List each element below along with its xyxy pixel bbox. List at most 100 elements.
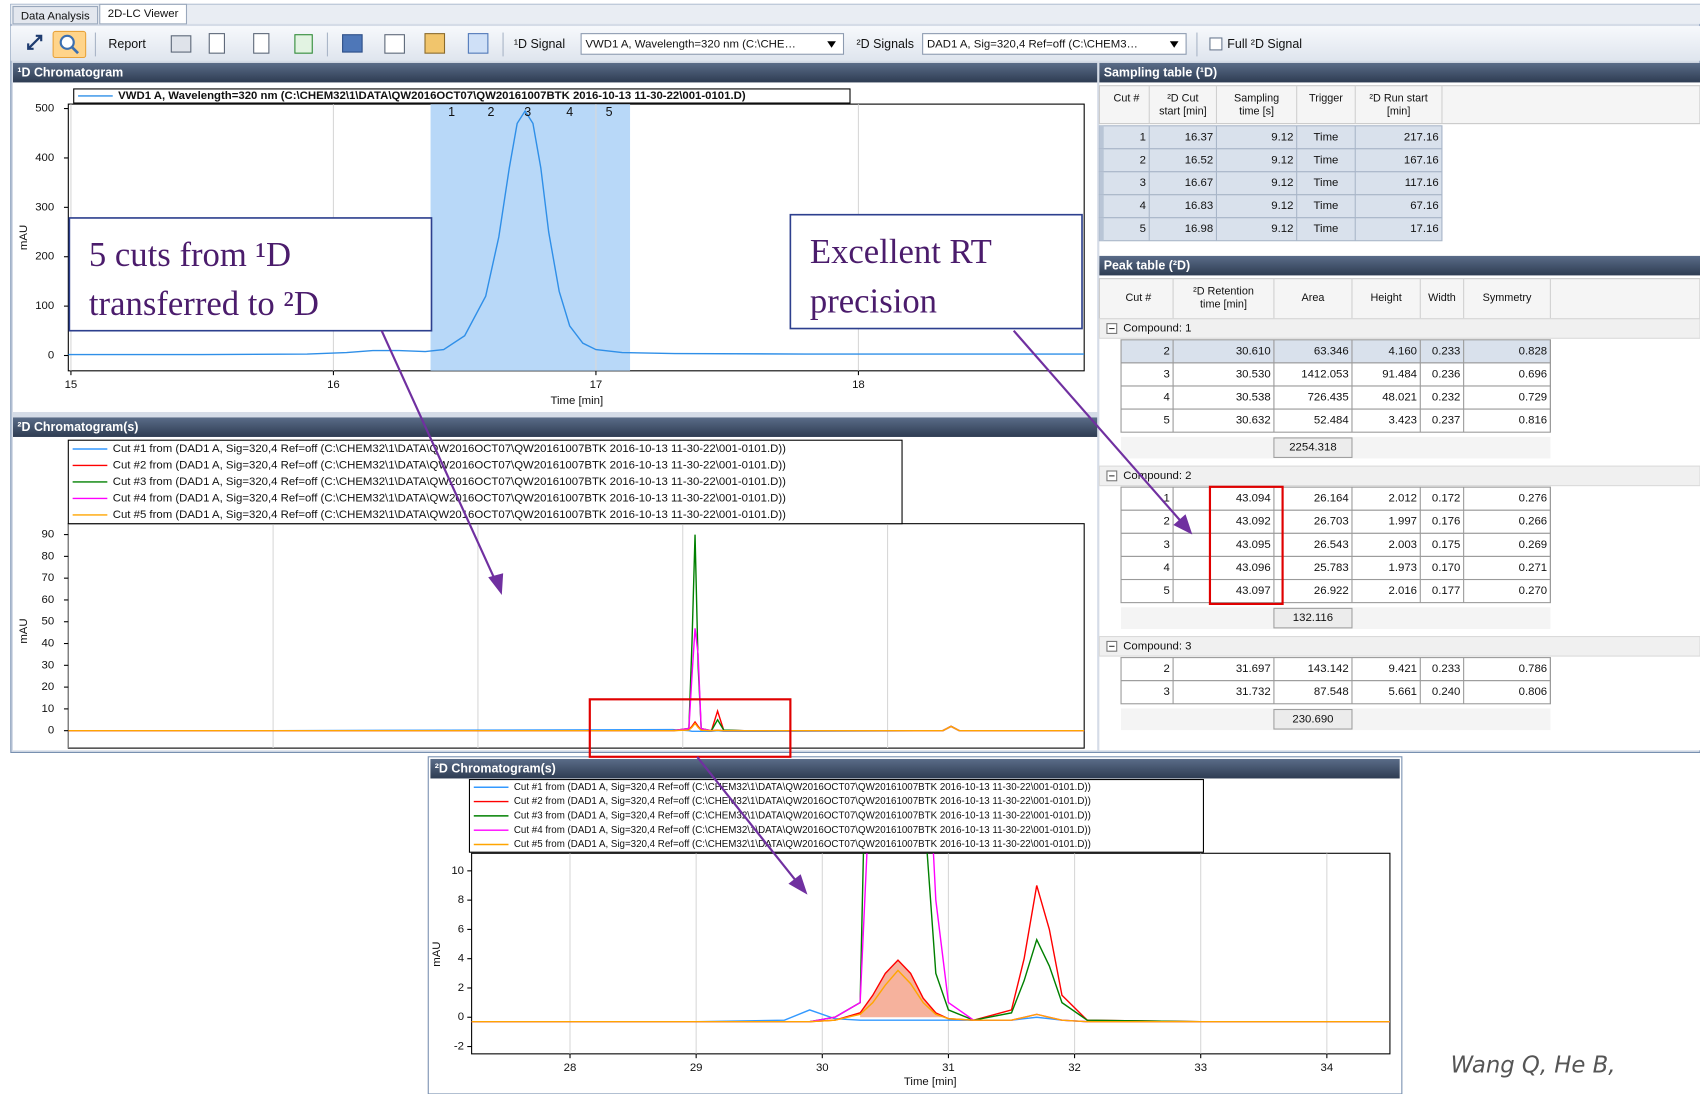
icon-table[interactable] <box>424 33 446 54</box>
y-tick-label: 60 <box>42 594 55 606</box>
table-cell: 16.98 <box>1185 223 1213 235</box>
icon-excel[interactable] <box>294 34 313 54</box>
table-cell: 9.12 <box>1271 177 1293 189</box>
panel-title: ¹D Chromatogram <box>17 66 123 80</box>
peak-fill <box>860 960 949 1019</box>
plot-area <box>471 852 1391 1055</box>
group-label: Compound: 3 <box>1123 640 1191 652</box>
table-cell: 87.548 <box>1314 686 1349 698</box>
table-cell: 0.236 <box>1432 368 1460 380</box>
total-cell <box>1273 437 1353 458</box>
table-cell: 0.786 <box>1519 663 1547 675</box>
table-cell: 3 <box>1164 686 1170 698</box>
legend-label: Cut #3 from (DAD1 A, Sig=320,4 Ref=off (… <box>514 810 1091 821</box>
column-header: Sampling <box>1234 93 1279 105</box>
table-cell: 0.177 <box>1432 585 1460 597</box>
citation: Wang Q, He B, <box>1451 1052 1616 1078</box>
dropdown[interactable] <box>922 33 1187 55</box>
table-cell: 30.530 <box>1236 368 1271 380</box>
table-cell: 43.094 <box>1236 493 1271 505</box>
column-header: Height <box>1370 292 1401 304</box>
table-cell: 9.12 <box>1271 200 1293 212</box>
table-cell: 3.423 <box>1389 415 1417 427</box>
table-cell: 4 <box>1164 562 1170 574</box>
y-tick-label: 0 <box>458 1011 464 1023</box>
table-cell: 48.021 <box>1382 391 1417 403</box>
table-cell: 43.096 <box>1236 562 1271 574</box>
legend-label: Cut #5 from (DAD1 A, Sig=320,4 Ref=off (… <box>113 509 786 521</box>
table-cell: 0.696 <box>1519 368 1547 380</box>
y-tick-label: 100 <box>35 300 54 312</box>
dropdown-value[interactable]: DAD1 A, Sig=320,4 Ref=off (C:\CHEM3… <box>927 38 1138 50</box>
button-report[interactable]: Report <box>108 37 146 51</box>
icon-expand[interactable] <box>27 34 43 50</box>
table-cell: 91.484 <box>1382 368 1417 380</box>
panel-header <box>13 417 1098 437</box>
table-cell: 25.783 <box>1314 562 1349 574</box>
checkbox[interactable] <box>1209 37 1223 51</box>
panel-title: ²D Chromatogram(s) <box>435 762 556 776</box>
icon-chart[interactable] <box>384 34 405 54</box>
checkbox-label[interactable]: Full ²D Signal <box>1227 37 1302 51</box>
annotation-text: transferred to ²D <box>89 284 319 323</box>
y-tick-label: 80 <box>42 550 55 562</box>
icon-settings[interactable] <box>467 33 489 54</box>
table-cell: 0.276 <box>1519 493 1547 505</box>
table-cell: 0.176 <box>1432 516 1460 528</box>
table-cell: 1.997 <box>1389 516 1417 528</box>
table-cell: 30.610 <box>1236 345 1271 357</box>
legend-label: Cut #5 from (DAD1 A, Sig=320,4 Ref=off (… <box>514 839 1091 850</box>
icon-print[interactable] <box>170 35 192 53</box>
column-header: Area <box>1302 292 1326 304</box>
arrows <box>380 329 1193 895</box>
annotation-box <box>789 213 1083 330</box>
x-tick-label: 18 <box>852 379 865 391</box>
y-tick-label: 20 <box>42 681 55 693</box>
table-cell: 31.697 <box>1236 663 1271 675</box>
table-cell: Time <box>1314 200 1339 212</box>
table-cell: 16.67 <box>1185 177 1213 189</box>
table-cell: 30.538 <box>1236 391 1271 403</box>
total-cell <box>1273 607 1353 629</box>
table-cell: 2.016 <box>1389 585 1417 597</box>
dropdown-arrow[interactable] <box>827 41 836 48</box>
toolbar <box>10 26 1700 61</box>
tab-label[interactable]: Data Analysis <box>21 10 90 22</box>
y-tick-label: 4 <box>458 953 464 965</box>
dropdown-arrow[interactable] <box>1169 41 1179 48</box>
legend <box>73 88 851 104</box>
table-cell: Time <box>1314 154 1339 166</box>
table-cell: 0.269 <box>1519 539 1547 551</box>
tab[interactable] <box>12 5 99 25</box>
table-cell: 117.16 <box>1405 177 1439 189</box>
column-header: time [min] <box>1200 299 1247 311</box>
y-tick-label: 2 <box>458 982 464 994</box>
plot-area <box>67 523 1085 749</box>
table-cell: 5.661 <box>1389 686 1417 698</box>
legend-label: Cut #1 from (DAD1 A, Sig=320,4 Ref=off (… <box>514 782 1091 793</box>
tab-label[interactable]: 2D-LC Viewer <box>108 8 179 20</box>
cut-label: 3 <box>524 105 531 119</box>
panel-header <box>430 758 1400 779</box>
column-header: Trigger <box>1309 93 1343 105</box>
total-value: 132.116 <box>1293 612 1333 624</box>
table-cell: 5 <box>1140 223 1146 235</box>
icon-export[interactable] <box>253 33 270 54</box>
dropdown[interactable] <box>580 33 845 55</box>
icon-book[interactable] <box>342 34 363 53</box>
panel-header <box>13 62 1098 83</box>
row-selector <box>1099 171 1104 195</box>
table-cell: 26.164 <box>1314 493 1349 505</box>
table-cell: 0.237 <box>1432 415 1460 427</box>
table-cell: 0.270 <box>1519 585 1547 597</box>
table-cell: 1.973 <box>1389 562 1417 574</box>
y-axis-title: mAU <box>431 941 443 966</box>
table-cell: 2 <box>1164 345 1170 357</box>
table-cell: 0.240 <box>1432 686 1460 698</box>
table-cell: 9.12 <box>1271 131 1293 143</box>
icon-preview[interactable] <box>208 33 225 54</box>
x-tick-label: 15 <box>65 379 78 391</box>
tab-active[interactable] <box>99 3 188 25</box>
dropdown-value[interactable]: VWD1 A, Wavelength=320 nm (C:\CHE… <box>585 38 795 50</box>
